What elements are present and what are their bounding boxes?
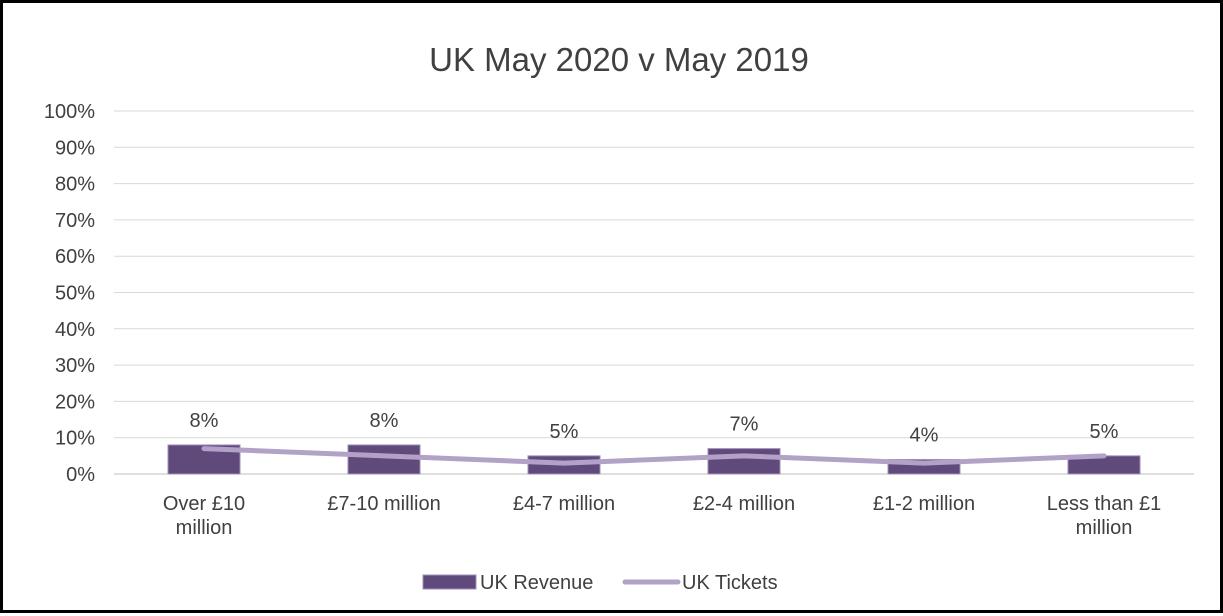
y-tick-label: 10% <box>55 428 95 450</box>
grid-layer <box>114 111 1194 474</box>
x-category-label: £4-7 million <box>513 493 615 515</box>
y-tick-label: 100% <box>44 101 95 123</box>
legend-label-revenue: UK Revenue <box>480 572 593 594</box>
y-tick-label: 40% <box>55 319 95 341</box>
chart-title: UK May 2020 v May 2019 <box>429 41 809 78</box>
y-tick-label: 30% <box>55 355 95 377</box>
x-category-label: £2-4 million <box>693 493 795 515</box>
y-tick-label: 80% <box>55 174 95 196</box>
data-label: 5% <box>550 421 579 443</box>
x-category-label: £1-2 million <box>873 493 975 515</box>
data-label: 8% <box>370 410 399 432</box>
chart-svg: UK May 2020 v May 2019 0% 10% 20% 30% 40% 50%… <box>3 3 1223 616</box>
y-tick-label: 60% <box>55 246 95 268</box>
data-label: 7% <box>730 414 759 436</box>
data-label: 8% <box>190 410 219 432</box>
data-labels: 8% 8% 5% 7% 4% 5% <box>190 410 1119 447</box>
x-category-label: £7-10 million <box>327 493 440 515</box>
legend: UK Revenue UK Tickets <box>423 572 778 594</box>
y-axis-ticks: 0% 10% 20% 30% 40% 50% 60% 70% 80% 90% 100% <box>44 101 95 486</box>
line-series-tickets <box>204 449 1104 464</box>
tickets-line <box>204 449 1104 464</box>
data-label: 4% <box>910 424 939 446</box>
data-label: 5% <box>1090 421 1119 443</box>
y-tick-label: 90% <box>55 137 95 159</box>
bar <box>348 445 420 474</box>
legend-swatch-revenue <box>423 575 476 589</box>
bar <box>708 449 780 474</box>
legend-label-tickets: UK Tickets <box>682 572 778 594</box>
y-tick-label: 0% <box>66 464 95 486</box>
y-tick-label: 20% <box>55 391 95 413</box>
y-tick-label: 50% <box>55 283 95 305</box>
y-tick-label: 70% <box>55 210 95 232</box>
